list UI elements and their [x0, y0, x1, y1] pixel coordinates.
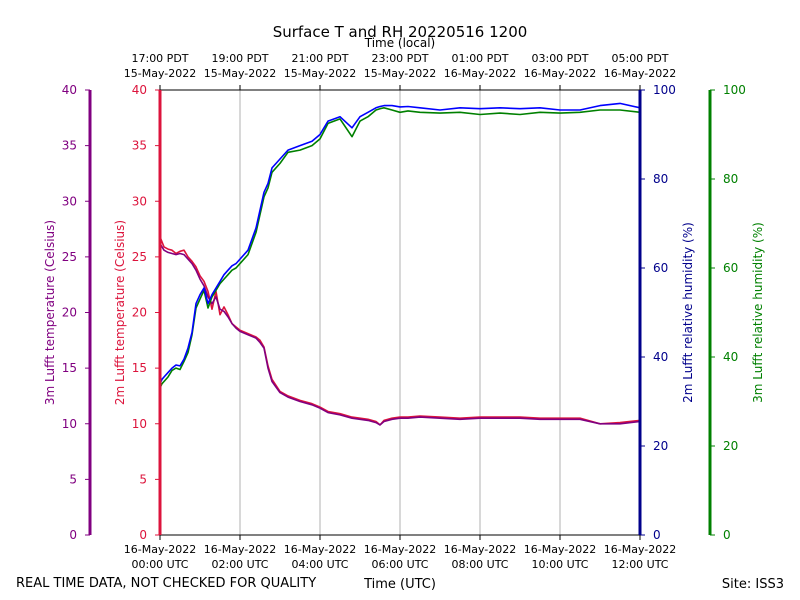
y-tick-label: 80 [653, 172, 668, 186]
top-tick-date: 15-May-2022 [364, 67, 436, 80]
top-tick-time: 03:00 PDT [531, 52, 588, 65]
x-tick-time: 06:00 UTC [371, 558, 428, 571]
series-group [159, 102, 641, 426]
y-tick-label: 30 [132, 194, 147, 208]
y-axis-label-t3m: 3m Lufft temperature (Celsius) [43, 220, 57, 405]
top-tick-time: 23:00 PDT [371, 52, 428, 65]
x-axis-label: Time (UTC) [363, 577, 436, 592]
x-tick-time: 12:00 UTC [611, 558, 668, 571]
x-tick-date: 16-May-2022 [364, 543, 436, 556]
y-tick-label: 40 [62, 83, 77, 97]
top-tick-date: 16-May-2022 [444, 67, 516, 80]
y-tick-label: 20 [132, 306, 147, 320]
y-tick-label: 40 [653, 350, 668, 364]
footer-note: REAL TIME DATA, NOT CHECKED FOR QUALITY [16, 576, 316, 591]
y-tick-label: 0 [723, 528, 731, 542]
top-tick-time: 01:00 PDT [451, 52, 508, 65]
y-tick-label: 25 [62, 250, 77, 264]
series-line-t3m [159, 243, 641, 426]
y-tick-label: 5 [69, 472, 77, 486]
x-tick-time: 10:00 UTC [531, 558, 588, 571]
y-tick-label: 100 [723, 83, 746, 97]
top-tick-date: 16-May-2022 [604, 67, 676, 80]
grid-lines [239, 90, 561, 535]
top-tick-date: 15-May-2022 [124, 67, 196, 80]
x-tick-date: 16-May-2022 [124, 543, 196, 556]
y-axis-label-rh2m: 2m Lufft relative humidity (%) [681, 222, 695, 403]
y-tick-label: 15 [132, 361, 147, 375]
y-tick-label: 0 [139, 528, 147, 542]
site-label: Site: ISS3 [722, 577, 784, 592]
top-axis-title: Time (local) [364, 36, 436, 50]
y-tick-label: 35 [62, 139, 77, 153]
y-tick-label: 15 [62, 361, 77, 375]
y-tick-label: 40 [132, 83, 147, 97]
x-tick-date: 16-May-2022 [524, 543, 596, 556]
x-tick-date: 16-May-2022 [284, 543, 356, 556]
y-tick-label: 30 [62, 194, 77, 208]
top-tick-time: 17:00 PDT [131, 52, 188, 65]
top-tick-time: 21:00 PDT [291, 52, 348, 65]
top-tick-time: 05:00 PDT [611, 52, 668, 65]
y-tick-label: 100 [653, 83, 676, 97]
y-axis-label-rh3m: 3m Lufft relative humidity (%) [751, 222, 765, 403]
y-tick-label: 20 [723, 439, 738, 453]
y-tick-label: 20 [653, 439, 668, 453]
x-tick-date: 16-May-2022 [444, 543, 516, 556]
y-tick-label: 0 [69, 528, 77, 542]
top-tick-date: 15-May-2022 [204, 67, 276, 80]
y-tick-label: 20 [62, 306, 77, 320]
y-tick-label: 10 [132, 417, 147, 431]
series-line-rh2m [159, 102, 641, 385]
x-tick-date: 16-May-2022 [604, 543, 676, 556]
x-tick-time: 02:00 UTC [211, 558, 268, 571]
chart-title: Surface T and RH 20220516 1200 [273, 23, 528, 41]
x-tick-time: 00:00 UTC [131, 558, 188, 571]
top-tick-date: 15-May-2022 [284, 67, 356, 80]
top-tick-time: 19:00 PDT [211, 52, 268, 65]
x-ticks-group: 16-May-2022 00:00 UTC 16-May-2022 02:00 UTC… [124, 52, 676, 571]
y-tick-label: 80 [723, 172, 738, 186]
y-tick-label: 0 [653, 528, 661, 542]
y-axis-label-t2m: 2m Lufft temperature (Celsius) [113, 220, 127, 405]
y-tick-label: 10 [62, 417, 77, 431]
x-tick-time: 08:00 UTC [451, 558, 508, 571]
x-tick-date: 16-May-2022 [204, 543, 276, 556]
y-tick-label: 40 [723, 350, 738, 364]
y-tick-label: 35 [132, 139, 147, 153]
x-tick-time: 04:00 UTC [291, 558, 348, 571]
y-tick-label: 25 [132, 250, 147, 264]
top-tick-date: 16-May-2022 [524, 67, 596, 80]
y-tick-label: 60 [653, 261, 668, 275]
y-tick-label: 5 [139, 472, 147, 486]
y-tick-label: 60 [723, 261, 738, 275]
